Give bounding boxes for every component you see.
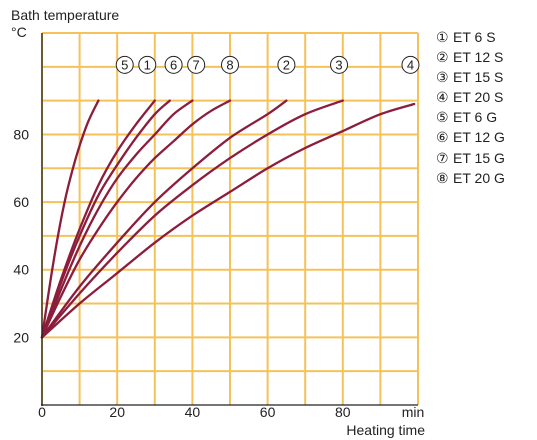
legend-label: ET 20 S [453,89,504,106]
legend-label: ET 6 G [453,109,498,126]
y-tick-label: 20 [13,329,29,345]
legend-marker: ⑦ [436,149,449,166]
curve-label-circle [115,55,134,74]
series-line-et-6-s [40,99,156,339]
legend-item: ③ ET 15 S [436,67,505,87]
legend-label: ET 12 G [453,129,505,146]
curve-label-circle [221,55,239,74]
legend-item: ① ET 6 S [436,27,505,47]
series-line-et-6-g [40,99,100,339]
series-line-et-12-g [40,99,171,339]
curve-label-circle [330,55,349,74]
y-tick-label: 60 [13,194,29,210]
legend-marker: ⑥ [436,129,449,146]
series-line-et-20-g [40,99,232,339]
legend-item: ⑥ ET 12 G [436,127,505,147]
curve-label-number: 3 [335,57,342,72]
curves [40,99,416,339]
curve-label-6: 6 [164,55,183,74]
curve-label-circle [138,55,157,74]
series-line-et-15-g [40,99,194,339]
x-tick-labels: 0 20 40 60 80 [38,404,351,420]
legend-item: ⑧ ET 20 G [436,168,505,188]
curve-label-circle [401,55,420,74]
curve-label-number: 8 [226,57,233,72]
series-line-et-12-s [40,99,288,339]
axes [41,33,418,406]
curve-label-7: 7 [187,55,206,74]
legend-marker: ② [436,49,449,66]
legend-marker: ④ [436,89,449,106]
x-tick-label: 60 [260,404,276,420]
y-axis-title: Bath temperature [11,7,119,23]
legend-label: ET 12 S [453,49,504,66]
curve-label-number: 2 [283,57,290,72]
curve-label-8: 8 [221,55,239,74]
grid [41,32,419,405]
curve-label-number: 1 [144,57,151,72]
x-axis-unit: min [402,404,425,420]
legend-marker: ① [436,29,449,45]
legend-marker: ③ [436,69,449,86]
legend-marker: ⑤ [436,109,449,126]
curve-label-circle [187,55,206,74]
curve-label-3: 3 [330,55,349,74]
curve-label-4: 4 [401,55,420,74]
series-line-et-15-s [40,99,344,339]
curve-labels: 5 1 6 7 8 2 3 4 [115,55,420,74]
legend-item: ② ET 12 S [436,47,505,67]
curve-label-number: 6 [170,57,177,72]
x-tick-label: 0 [38,404,46,420]
legend-label: ET 6 S [453,29,496,45]
x-tick-label: 80 [335,404,351,420]
curve-label-number: 4 [407,57,414,72]
curve-label-circle [277,55,296,74]
x-tick-label: 40 [185,404,201,420]
legend-item: ⑤ ET 6 G [436,107,505,127]
x-axis-title: Heating time [346,422,425,438]
curve-label-1: 1 [138,55,157,74]
curve-label-5: 5 [115,55,134,74]
legend-marker: ⑧ [436,169,449,186]
legend-item: ⑦ ET 15 G [436,148,505,168]
curve-label-2: 2 [277,55,296,74]
legend-label: ET 15 G [453,149,505,166]
curve-label-number: 7 [193,57,200,72]
legend-item: ④ ET 20 S [436,87,505,107]
y-axis-unit: °C [11,24,27,40]
legend-label: ET 15 S [453,69,504,86]
y-tick-label: 40 [13,262,29,278]
curve-label-circle [164,55,183,74]
y-tick-labels: 20 40 60 80 [13,126,29,345]
curve-label-number: 5 [121,57,128,72]
legend-label: ET 20 G [453,169,505,186]
x-tick-label: 20 [109,404,125,420]
y-tick-label: 80 [13,126,29,142]
series-line-et-20-s [40,102,416,339]
